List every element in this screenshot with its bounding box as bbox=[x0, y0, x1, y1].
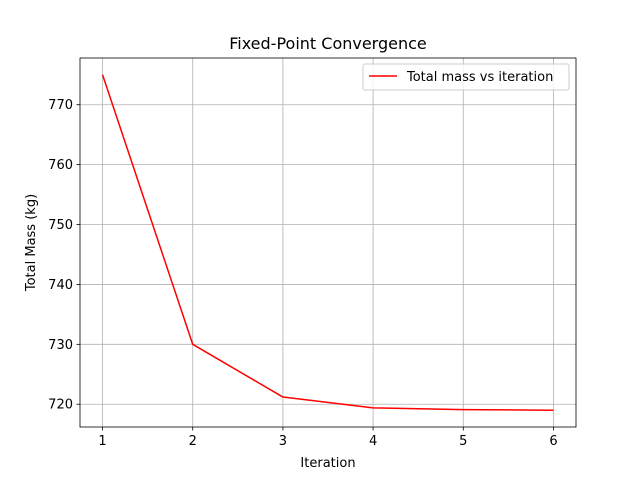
y-tick-label: 740 bbox=[48, 278, 73, 293]
plot-frame bbox=[79, 57, 577, 428]
y-tick-label: 720 bbox=[48, 398, 73, 413]
y-axis-label: Total Mass (kg) bbox=[24, 194, 39, 292]
x-tick-label: 3 bbox=[279, 434, 287, 449]
x-tick-label: 4 bbox=[369, 434, 377, 449]
legend: Total mass vs iteration bbox=[362, 63, 570, 91]
y-tick-label: 750 bbox=[48, 218, 73, 233]
series-layer bbox=[101, 74, 554, 411]
y-tick-label: 730 bbox=[48, 338, 73, 353]
chart-title: Fixed-Point Convergence bbox=[229, 34, 427, 53]
axis-ticks: 1 2 3 4 5 6 720 730 740 750 760 770 bbox=[48, 98, 557, 449]
x-tick-label: 6 bbox=[549, 434, 557, 449]
legend-label: Total mass vs iteration bbox=[406, 70, 553, 85]
y-tick-label: 760 bbox=[48, 158, 73, 173]
x-tick-label: 1 bbox=[98, 434, 106, 449]
x-tick-label: 5 bbox=[459, 434, 467, 449]
y-tick-label: 770 bbox=[48, 98, 73, 113]
legend-box bbox=[362, 63, 570, 91]
x-axis-label: Iteration bbox=[300, 456, 355, 471]
x-tick-label: 2 bbox=[189, 434, 197, 449]
series-line bbox=[101, 74, 554, 411]
grid bbox=[80, 58, 576, 427]
